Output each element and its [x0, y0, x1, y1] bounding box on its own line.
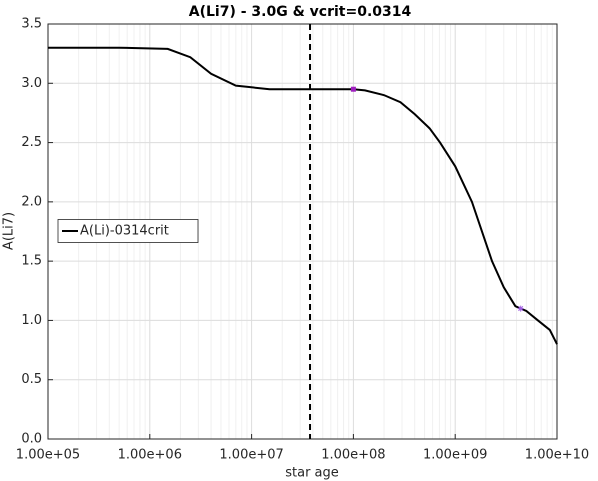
y-tick-label: 1.0: [21, 313, 42, 328]
y-tick-label: 1.5: [21, 254, 42, 269]
x-tick-label: 1.00e+10: [525, 448, 589, 463]
legend-box: [57, 219, 199, 243]
x-tick-label: 1.00e+05: [16, 448, 80, 463]
legend: A(Li)-0314crit: [57, 219, 199, 243]
y-tick-label: 2.5: [21, 135, 42, 150]
y-tick-label: 0.0: [21, 432, 42, 447]
y-tick-label: 3.5: [21, 17, 42, 32]
y-tick-label: 2.0: [21, 194, 42, 209]
y-tick-label: 3.0: [21, 76, 42, 91]
plot-frame: [47, 23, 558, 440]
y-axis-label: A(Li7): [2, 212, 17, 250]
x-tick-label: 1.00e+06: [118, 448, 182, 463]
x-tick-label: 1.00e+09: [423, 448, 487, 463]
x-tick-label: 1.00e+08: [321, 448, 385, 463]
x-tick-label: 1.00e+07: [219, 448, 283, 463]
chart-title: A(Li7) - 3.0G & vcrit=0.0314: [189, 4, 412, 20]
line-series: [48, 46, 558, 345]
marker-star: [517, 305, 524, 312]
x-axis-label: star age: [285, 466, 339, 481]
legend-label: A(Li)-0314crit: [80, 224, 169, 239]
marker-square: [350, 86, 356, 92]
y-tick-label: 0.5: [21, 372, 42, 387]
